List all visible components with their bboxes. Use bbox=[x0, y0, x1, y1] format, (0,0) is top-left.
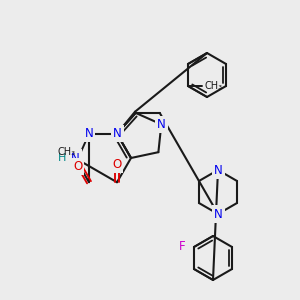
Text: O: O bbox=[73, 160, 82, 173]
Text: N: N bbox=[70, 152, 80, 164]
Text: N: N bbox=[214, 208, 222, 220]
Text: F: F bbox=[178, 241, 185, 254]
Text: H: H bbox=[58, 153, 66, 163]
Text: N: N bbox=[214, 164, 222, 176]
Text: N: N bbox=[112, 127, 122, 140]
Text: N: N bbox=[157, 118, 166, 131]
Text: O: O bbox=[112, 158, 122, 171]
Text: N: N bbox=[85, 127, 93, 140]
Text: CH₃: CH₃ bbox=[205, 81, 223, 91]
Text: CH₃: CH₃ bbox=[58, 147, 76, 157]
